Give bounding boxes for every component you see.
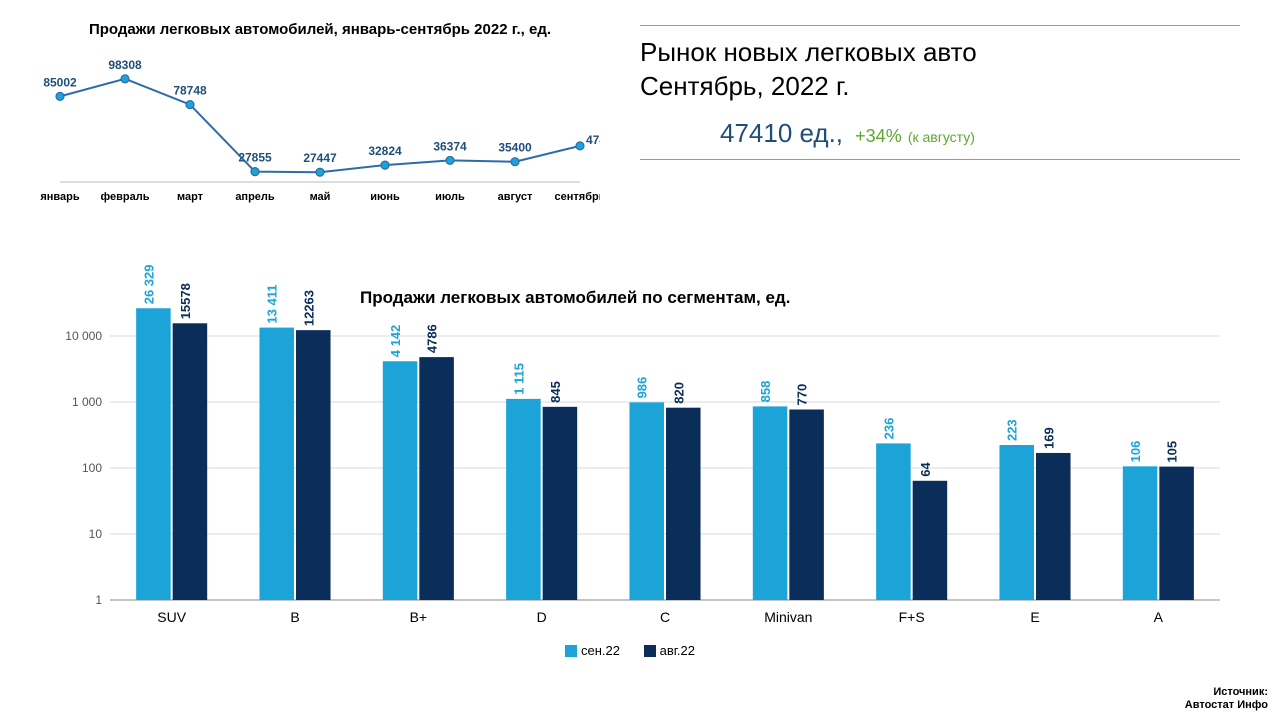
headline-rule-top xyxy=(640,25,1240,26)
svg-text:4 142: 4 142 xyxy=(388,325,403,358)
svg-text:июль: июль xyxy=(435,191,465,203)
svg-text:1 000: 1 000 xyxy=(72,395,102,409)
headline-title-line2: Сентябрь, 2022 г. xyxy=(640,70,1240,104)
svg-text:март: март xyxy=(177,191,204,203)
svg-text:223: 223 xyxy=(1005,419,1020,441)
svg-text:27855: 27855 xyxy=(238,150,272,164)
svg-text:сентябрь: сентябрь xyxy=(555,191,600,203)
svg-text:C: C xyxy=(660,609,670,625)
svg-text:106: 106 xyxy=(1128,441,1143,463)
svg-text:B+: B+ xyxy=(410,609,428,625)
svg-text:10: 10 xyxy=(89,527,103,541)
line-chart-svg: 85002 январь 98308 февраль 78748 март 27855 апр… xyxy=(40,50,600,210)
svg-text:845: 845 xyxy=(548,381,563,403)
headline-pct-note: (к августу) xyxy=(908,129,975,145)
source-line1: Источник: xyxy=(1185,686,1268,699)
svg-text:15578: 15578 xyxy=(178,283,193,319)
bar-chart-title: Продажи легковых автомобилей по сегмента… xyxy=(360,288,790,308)
svg-text:98308: 98308 xyxy=(108,57,142,71)
headline-rule-bottom xyxy=(640,159,1240,160)
svg-text:105: 105 xyxy=(1165,441,1180,463)
svg-text:Minivan: Minivan xyxy=(764,609,812,625)
legend-swatch-sep xyxy=(565,645,577,657)
svg-text:февраль: февраль xyxy=(101,191,150,203)
line-chart-title: Продажи легковых автомобилей, январь-сен… xyxy=(40,20,600,40)
headline-title-line1: Рынок новых легковых авто xyxy=(640,36,1240,70)
headline-pct: +34% xyxy=(855,126,902,146)
svg-text:27447: 27447 xyxy=(303,151,337,165)
legend-swatch-aug xyxy=(644,645,656,657)
svg-text:236: 236 xyxy=(881,418,896,440)
svg-text:июнь: июнь xyxy=(370,191,400,203)
svg-text:32824: 32824 xyxy=(368,144,402,158)
svg-text:13 411: 13 411 xyxy=(265,285,280,324)
svg-text:36374: 36374 xyxy=(433,139,467,153)
svg-text:64: 64 xyxy=(918,462,933,477)
svg-text:820: 820 xyxy=(671,382,686,404)
svg-text:47410: 47410 xyxy=(586,132,600,146)
svg-text:F+S: F+S xyxy=(899,609,925,625)
line-chart: Продажи легковых автомобилей, январь-сен… xyxy=(40,20,600,210)
legend-label-sep: сен.22 xyxy=(581,643,620,658)
svg-text:4786: 4786 xyxy=(425,324,440,353)
svg-text:E: E xyxy=(1030,609,1039,625)
svg-text:B: B xyxy=(290,609,299,625)
svg-text:169: 169 xyxy=(1041,427,1056,449)
svg-text:SUV: SUV xyxy=(157,609,186,625)
svg-text:100: 100 xyxy=(82,461,102,475)
svg-text:26 329: 26 329 xyxy=(141,264,156,304)
svg-text:10 000: 10 000 xyxy=(65,329,102,343)
svg-text:12263: 12263 xyxy=(301,290,316,326)
svg-text:858: 858 xyxy=(758,381,773,403)
bar-chart-legend: сен.22 авг.22 xyxy=(40,642,1240,658)
svg-text:78748: 78748 xyxy=(173,83,207,97)
headline-block: Рынок новых легковых авто Сентябрь, 2022… xyxy=(640,20,1240,210)
svg-text:август: август xyxy=(498,191,533,203)
svg-text:май: май xyxy=(310,191,331,203)
bar-chart-svg: 1 10 100 1 000 10 000 26 329 15578 SUV 13 411 122… xyxy=(40,260,1240,640)
svg-text:апрель: апрель xyxy=(235,191,275,203)
svg-text:1 115: 1 115 xyxy=(511,363,526,395)
svg-text:85002: 85002 xyxy=(43,75,77,89)
svg-text:январь: январь xyxy=(40,191,80,203)
source-attribution: Источник: Автостат Инфо xyxy=(1185,686,1268,712)
legend-label-aug: авг.22 xyxy=(660,643,695,658)
svg-text:1: 1 xyxy=(95,593,102,607)
svg-text:986: 986 xyxy=(635,377,650,399)
svg-text:35400: 35400 xyxy=(498,140,532,154)
svg-text:A: A xyxy=(1154,609,1164,625)
svg-text:D: D xyxy=(537,609,547,625)
svg-text:770: 770 xyxy=(795,384,810,406)
headline-stats: 47410 ед., +34% (к августу) xyxy=(640,118,1240,149)
bar-chart: Продажи легковых автомобилей по сегмента… xyxy=(40,260,1240,658)
source-line2: Автостат Инфо xyxy=(1185,699,1268,712)
headline-units: 47410 ед., xyxy=(720,118,843,148)
